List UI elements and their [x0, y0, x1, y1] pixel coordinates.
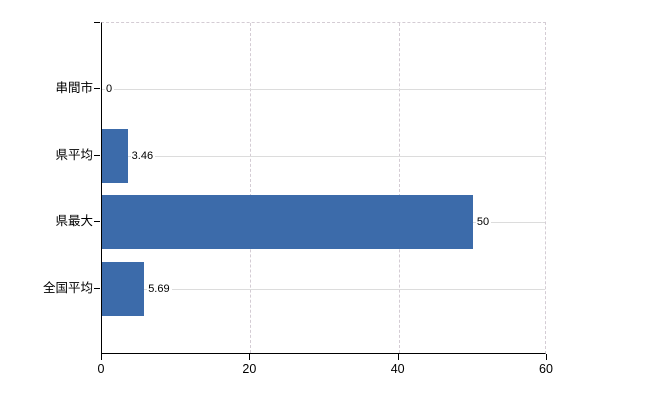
category-label-県平均: 県平均 — [55, 147, 93, 162]
value-label: 0 — [105, 82, 115, 97]
value-label: 5.69 — [147, 281, 172, 296]
y-axis-top-tick — [94, 22, 100, 23]
y-axis-tick — [94, 287, 100, 289]
category-label-串間市: 串間市 — [55, 81, 93, 96]
x-tick-label-20: 20 — [242, 362, 257, 376]
x-axis-tick — [546, 354, 547, 360]
x-tick-label-0: 0 — [97, 362, 105, 376]
x-tick-label-60: 60 — [539, 362, 553, 376]
value-label: 3.46 — [130, 148, 156, 163]
y-axis-tick — [94, 154, 100, 156]
x-tick-label-40: 40 — [390, 362, 405, 376]
category-gridline — [102, 89, 545, 91]
category-gridline — [102, 155, 545, 157]
vertical-gridline — [398, 23, 400, 353]
x-axis-tick — [397, 354, 399, 360]
category-gridline — [102, 288, 545, 290]
value-label: 50 — [475, 215, 492, 230]
y-axis-tick — [94, 221, 100, 223]
vertical-gridline — [250, 23, 252, 353]
y-axis-tick — [94, 88, 100, 90]
bar-全国平均 — [102, 261, 145, 316]
bar-県最大 — [102, 195, 473, 250]
category-label-県最大: 県最大 — [55, 214, 93, 229]
y-axis-category-labels: 串間市県平均県最大全国平均 — [0, 0, 93, 400]
bar-県平均 — [102, 128, 128, 183]
x-axis-tick — [101, 354, 102, 360]
plot-area: 0 3.46 50 5.69 — [101, 22, 546, 354]
x-axis-tick — [249, 354, 251, 360]
category-label-全国平均: 全国平均 — [42, 280, 93, 295]
